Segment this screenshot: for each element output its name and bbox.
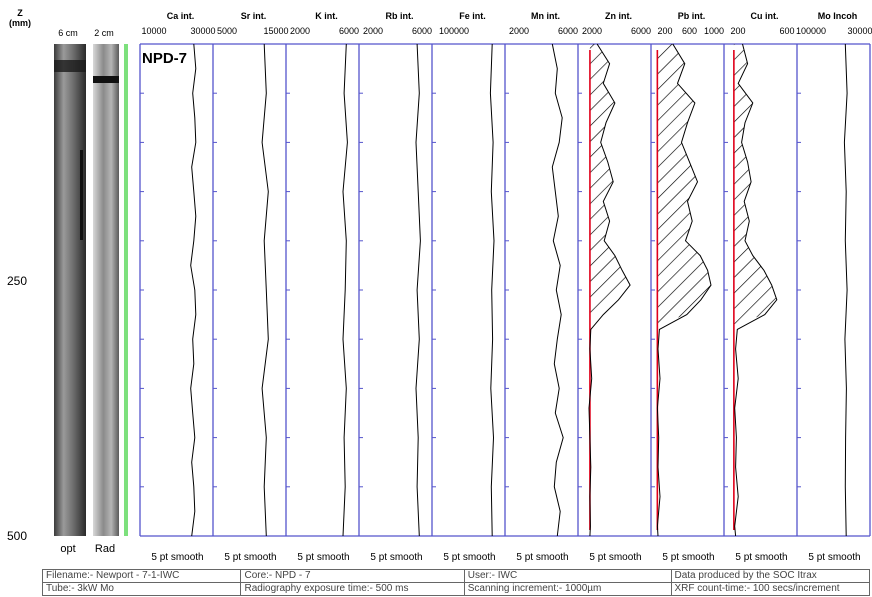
series-label-k-int: K int.	[315, 11, 338, 21]
panel-fe-int: Fe int. 100000 5 pt smooth	[431, 11, 505, 563]
smooth-label: 5 pt smooth	[370, 552, 422, 563]
depth-axis-title: Z	[17, 8, 23, 18]
x-tick-label: 10000	[141, 26, 166, 36]
x-tick-label: 100000	[439, 26, 469, 36]
x-tick-label: 200	[657, 26, 672, 36]
optical-core-dark-band	[54, 60, 86, 72]
x-tick-label: 2000	[509, 26, 529, 36]
x-tick-label: 100000	[796, 26, 826, 36]
x-tick-label: 6000	[631, 26, 651, 36]
x-tick-label: 600	[779, 26, 794, 36]
depth-tick-250: 250	[7, 274, 27, 288]
series-label-ca-int: Ca int.	[167, 11, 195, 21]
radiograph-image-header: 2 cm	[94, 28, 114, 38]
series-line-fe-int	[489, 43, 495, 537]
radiograph-image-label: Rad	[95, 543, 115, 555]
smooth-label: 5 pt smooth	[297, 552, 349, 563]
series-line-mn-int	[551, 43, 564, 537]
x-tick-label: 6000	[339, 26, 359, 36]
series-label-sr-int: Sr int.	[241, 11, 267, 21]
panel-pb-int: Pb int. 200 600 1000 5 pt smooth	[650, 11, 724, 563]
depth-axis: Z (mm) 250 500	[7, 8, 31, 543]
scan-track-bar	[124, 44, 128, 536]
radiograph-core-image	[93, 44, 119, 536]
metadata-cell: Core:- NPD - 7	[240, 569, 465, 583]
hatched-fill-zn-int	[589, 44, 631, 325]
series-label-mo-incoh: Mo Incoh	[818, 11, 858, 21]
x-tick-label: 6000	[412, 26, 432, 36]
x-tick-label: 15000	[263, 26, 288, 36]
x-tick-label: 6000	[558, 26, 578, 36]
panel-sr-int: Sr int. 5000 15000 5 pt smooth	[212, 11, 289, 563]
metadata-cell: Scanning increment:- 1000µm	[463, 582, 672, 596]
metadata-row: Tube:- 3kW Mo Radiography exposure time:-…	[41, 582, 870, 596]
hatched-fill-pb-int	[657, 44, 711, 325]
panel-mn-int: Mn int.2000 6000 5 pt smooth	[504, 11, 578, 563]
series-line-pb-int	[656, 43, 712, 537]
metadata-cell: Tube:- 3kW Mo	[41, 582, 242, 596]
panel-ca-int: Ca int.10000 30000 5 pt smooth	[139, 11, 216, 563]
series-line-sr-int	[261, 43, 269, 537]
panel-cu-int: Cu int. 200 600 5 pt smooth	[723, 11, 797, 563]
panel-k-int: K int. 2000 6000 5 pt smooth	[285, 11, 359, 563]
metadata-cell: Radiography exposure time:- 500 ms	[240, 582, 465, 596]
optical-image-label: opt	[60, 543, 75, 555]
metadata-cell: Filename:- Newport - 7-1-IWC	[41, 569, 242, 583]
x-tick-label: 2000	[582, 26, 602, 36]
smooth-label: 5 pt smooth	[443, 552, 495, 563]
x-tick-label: 600	[682, 26, 697, 36]
depth-tick-500: 500	[7, 529, 27, 543]
metadata-cell: User:- IWC	[463, 569, 672, 583]
radiograph-image-strip: 2 cm Rad	[93, 28, 128, 555]
metadata-row: Filename:- Newport - 7-1-IWC Core:- NPD -…	[41, 569, 870, 583]
radiograph-dark-band	[93, 76, 119, 83]
series-line-mo-incoh	[843, 43, 848, 537]
smooth-label: 5 pt smooth	[662, 552, 714, 563]
x-tick-label: 2000	[290, 26, 310, 36]
series-line-zn-int	[588, 43, 631, 537]
series-label-mn-int: Mn int.	[531, 11, 560, 21]
x-tick-label: 30000	[190, 26, 215, 36]
panel-mo-incoh: Mo Incoh 100000 30000 5 pt smooth	[796, 11, 872, 563]
series-label-pb-int: Pb int.	[678, 11, 706, 21]
element-panels: Ca int.10000 30000 5 pt smooth Sr int. 5000 1…	[139, 11, 872, 563]
smooth-label: 5 pt smooth	[589, 552, 641, 563]
series-line-cu-int	[734, 43, 778, 537]
smooth-label: 5 pt smooth	[735, 552, 787, 563]
scan-metadata-table: Filename:- Newport - 7-1-IWC Core:- NPD -…	[41, 569, 870, 596]
chart-title: NPD-7	[142, 50, 187, 67]
series-label-cu-int: Cu int.	[751, 11, 779, 21]
x-tick-label: 200	[730, 26, 745, 36]
optical-core-dark-vein	[80, 150, 83, 240]
series-line-k-int	[342, 43, 348, 537]
series-label-zn-int: Zn int.	[605, 11, 632, 21]
smooth-label: 5 pt smooth	[151, 552, 203, 563]
series-line-rb-int	[415, 43, 421, 537]
series-label-rb-int: Rb int.	[386, 11, 414, 21]
panel-rb-int: Rb int.2000 6000 5 pt smooth	[358, 11, 432, 563]
metadata-cell: XRF count-time:- 100 secs/increment	[670, 582, 870, 596]
smooth-label: 5 pt smooth	[808, 552, 860, 563]
hatched-fill-cu-int	[733, 44, 777, 325]
depth-axis-unit: (mm)	[9, 18, 31, 28]
x-tick-label: 30000	[847, 26, 872, 36]
panel-zn-int: Zn int.2000 6000 5 pt smooth	[577, 11, 651, 563]
optical-image-header: 6 cm	[58, 28, 78, 38]
smooth-label: 5 pt smooth	[516, 552, 568, 563]
series-label-fe-int: Fe int.	[459, 11, 486, 21]
optical-core-image	[54, 44, 86, 536]
x-tick-label: 1000	[704, 26, 724, 36]
x-tick-label: 2000	[363, 26, 383, 36]
smooth-label: 5 pt smooth	[224, 552, 276, 563]
optical-image-strip: 6 cm opt	[54, 28, 86, 555]
series-line-ca-int	[190, 43, 197, 537]
metadata-cell: Data produced by the SOC Itrax	[670, 569, 870, 583]
x-tick-label: 5000	[217, 26, 237, 36]
